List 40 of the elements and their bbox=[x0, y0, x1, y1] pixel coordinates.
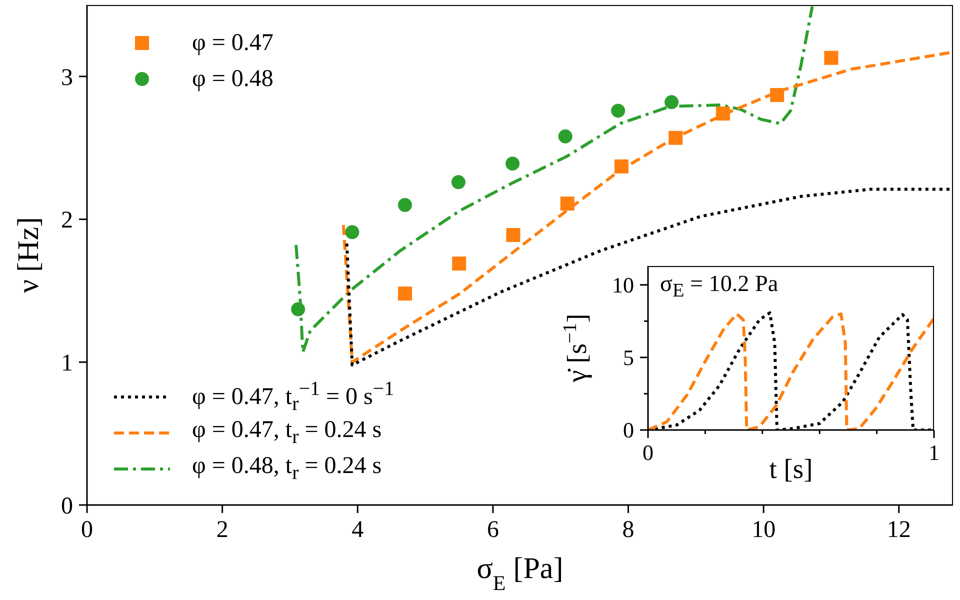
y-tick-label: 0 bbox=[61, 493, 73, 520]
point bbox=[451, 175, 466, 190]
point bbox=[824, 50, 838, 65]
legend-label: φ = 0.48 bbox=[192, 66, 274, 92]
y-tick-label: 3 bbox=[61, 64, 73, 91]
legend-label: φ = 0.47, t$_{r}$$^{−1}$ = 0 s$^{−1}$ bbox=[192, 378, 394, 416]
point bbox=[560, 196, 574, 211]
point bbox=[506, 156, 520, 171]
y-tick-label: 1 bbox=[61, 350, 73, 377]
legend-label: φ = 0.47, t$_{r}$ = 0.24 s bbox=[192, 417, 382, 449]
point bbox=[506, 228, 520, 242]
point bbox=[664, 95, 679, 110]
point bbox=[291, 302, 306, 316]
point bbox=[614, 159, 628, 174]
legend-label: φ = 0.47 bbox=[192, 30, 274, 56]
x-axis-title: σ$_{E}$ [Pa] bbox=[476, 552, 564, 595]
y-tick-label: 0 bbox=[623, 418, 634, 443]
point bbox=[558, 129, 572, 144]
x-tick-label: 2 bbox=[216, 517, 228, 543]
y-tick-label: 10 bbox=[612, 272, 634, 298]
point bbox=[398, 198, 412, 212]
point bbox=[716, 106, 730, 121]
x-tick-label: 0 bbox=[81, 517, 93, 543]
y-tick-label: 5 bbox=[623, 345, 634, 370]
x-axis-title: t [s] bbox=[769, 453, 813, 484]
point bbox=[345, 225, 360, 240]
annotation: σ$_{E}$ = 10.2 Pa bbox=[660, 270, 778, 303]
point bbox=[611, 104, 626, 118]
y-axis-title: ν [Hz] bbox=[12, 216, 45, 294]
x-tick-label: 4 bbox=[352, 517, 364, 543]
point bbox=[452, 256, 466, 271]
point bbox=[398, 286, 412, 301]
x-tick-label: 8 bbox=[622, 517, 634, 543]
x-tick-label: 10 bbox=[752, 517, 776, 543]
x-tick-label: 12 bbox=[886, 517, 911, 543]
y-tick-label: 2 bbox=[61, 208, 73, 234]
point bbox=[770, 88, 784, 102]
x-tick-label: 6 bbox=[486, 517, 499, 543]
legend-label: φ = 0.48, t$_{r}$ = 0.24 s bbox=[192, 453, 382, 485]
point bbox=[668, 130, 683, 145]
